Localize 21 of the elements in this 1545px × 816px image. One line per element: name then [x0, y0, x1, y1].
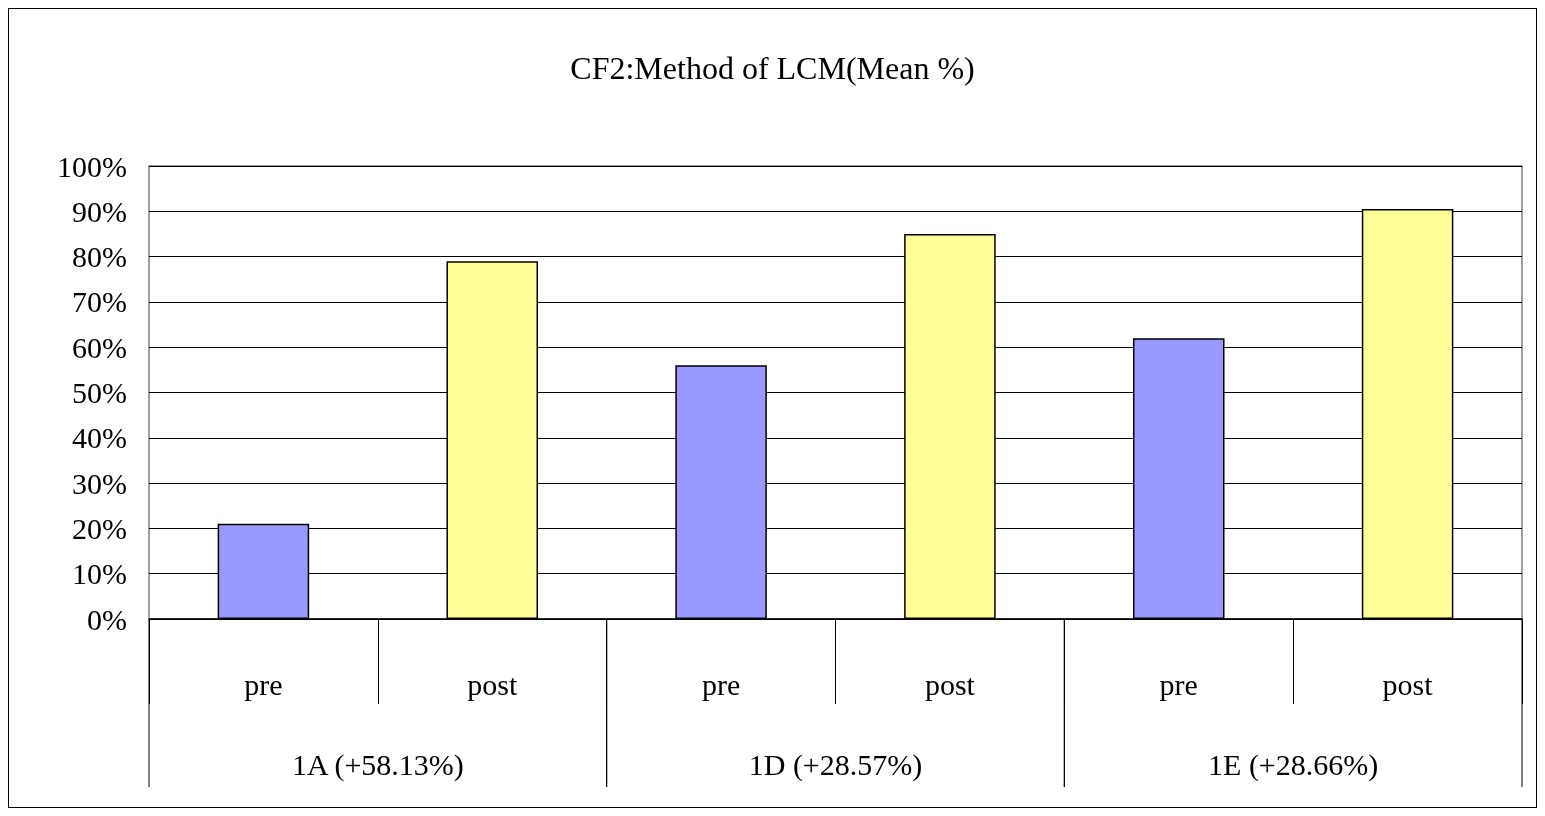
text: 1A (+58.13%) — [291, 747, 464, 782]
x-tick-label: post — [467, 667, 518, 701]
y-tick-label: 70% — [72, 285, 127, 319]
y-tick-label: 10% — [72, 557, 127, 591]
x-tick-label: pre — [244, 667, 283, 701]
text: 1E (+28.66%) — [1208, 747, 1379, 782]
x-tick-label: pre — [701, 667, 741, 701]
y-tick-label: 0% — [87, 602, 127, 636]
y-tick-label: 60% — [72, 330, 127, 364]
x-tick-label: post — [1382, 667, 1434, 701]
y-tick-label: 30% — [72, 466, 127, 500]
y-tick-label: 90% — [72, 194, 127, 228]
chart-title: CF2:Method of LCM(Mean %) — [570, 50, 975, 86]
y-tick-label: 40% — [72, 421, 127, 455]
y-tick-label: 80% — [72, 240, 127, 274]
y-tick-label: 50% — [72, 376, 127, 409]
x-tick-label: pre — [1159, 667, 1198, 701]
y-tick-label: 100% — [57, 149, 127, 183]
y-tick-label: 20% — [72, 511, 127, 545]
x-tick-label: post — [924, 667, 976, 701]
text: 1D (+28.57%) — [748, 747, 923, 782]
